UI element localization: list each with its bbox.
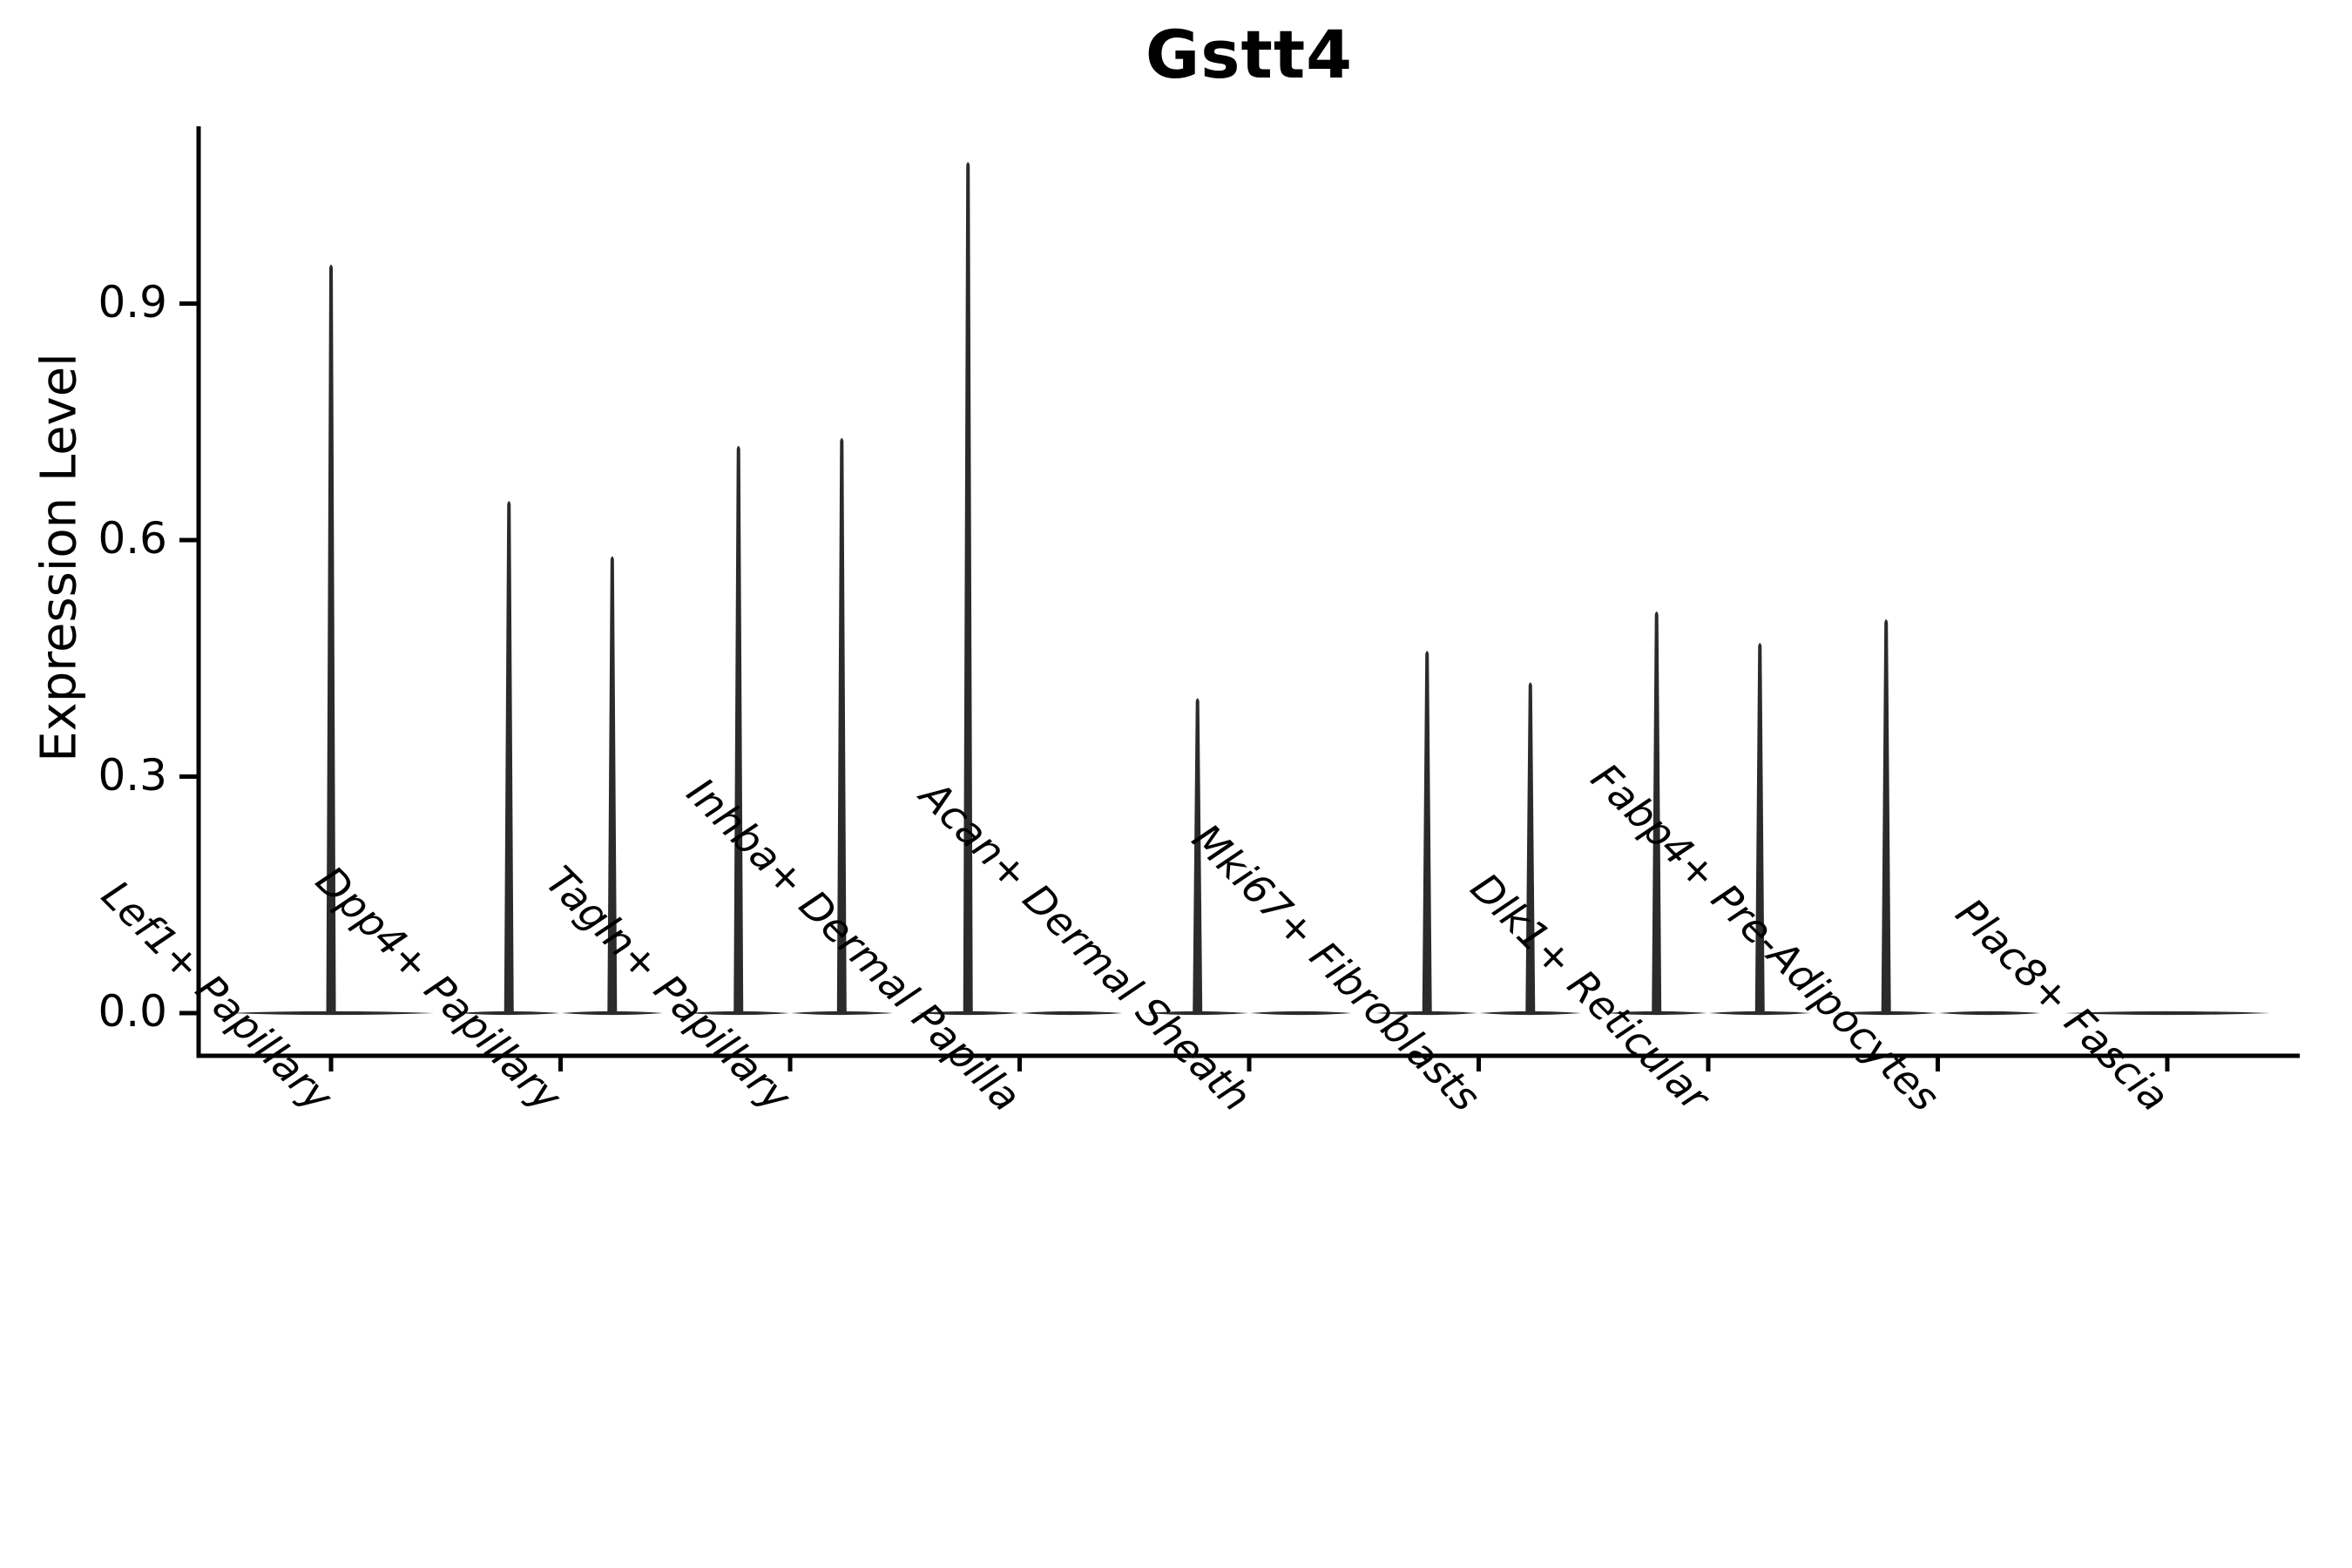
violin-spike (1652, 611, 1662, 1013)
violin-spike (1754, 643, 1765, 1013)
violin-base (2064, 1010, 2271, 1016)
y-tick-label: 0.3 (98, 749, 167, 801)
violin-spike (607, 556, 618, 1013)
y-tick-label: 0.9 (98, 276, 167, 328)
violin-spike (504, 501, 514, 1013)
y-tick-label: 0.0 (98, 986, 167, 1037)
violin-spike (963, 162, 973, 1014)
violin-spike (1422, 651, 1432, 1013)
violin-spike (1525, 682, 1536, 1013)
violin-spike (1881, 619, 1891, 1013)
violin-base (1249, 1010, 1352, 1016)
chart-title: Gstt4 (1145, 16, 1354, 93)
violin-base (1020, 1010, 1123, 1016)
y-tick-label: 0.6 (98, 513, 167, 564)
violin-spike (836, 437, 847, 1014)
violin-spike (733, 445, 744, 1013)
violin-spike (1193, 698, 1203, 1013)
violin-spike (326, 264, 336, 1013)
violin-base (1938, 1010, 2041, 1016)
